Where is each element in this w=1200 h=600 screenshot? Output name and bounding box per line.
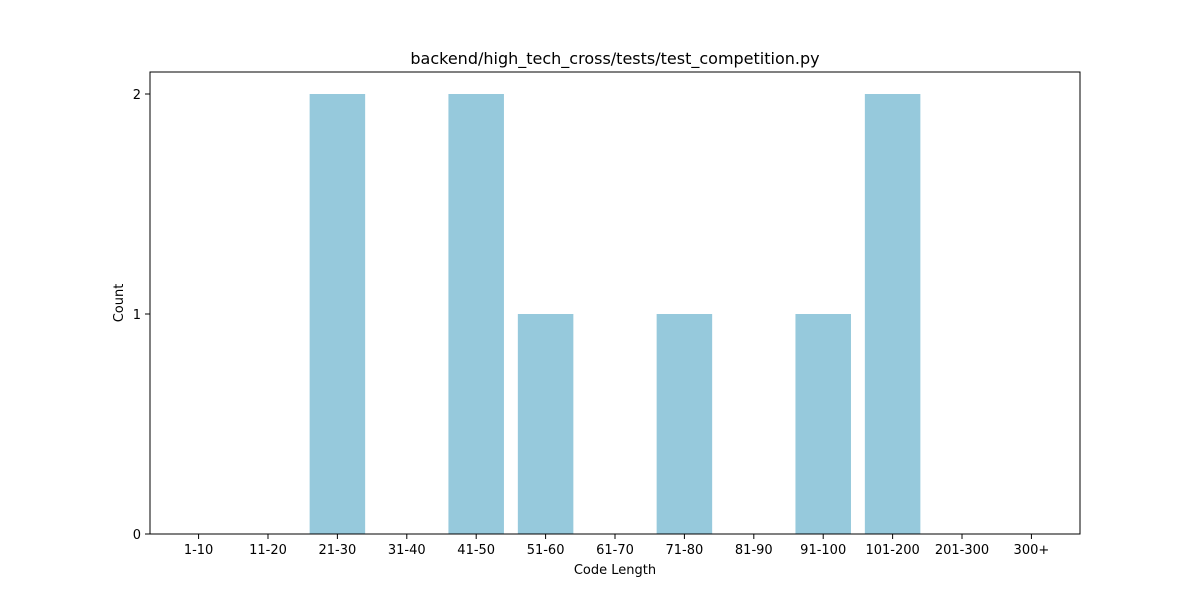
bar-41-50 bbox=[448, 94, 504, 534]
x-tick-label: 300+ bbox=[1014, 543, 1050, 558]
bar-21-30 bbox=[309, 94, 366, 534]
chart-title: backend/high_tech_cross/tests/test_compe… bbox=[410, 49, 819, 69]
bar-91-100 bbox=[795, 314, 851, 534]
y-tick-label: 2 bbox=[133, 88, 141, 103]
bar-51-60 bbox=[517, 314, 574, 534]
bars-layer bbox=[309, 94, 921, 534]
bar-71-80 bbox=[656, 314, 713, 534]
x-tick-label: 11-20 bbox=[249, 543, 287, 558]
x-tick-label: 61-70 bbox=[596, 543, 634, 558]
y-tick-label: 0 bbox=[133, 528, 141, 543]
bar-101-200 bbox=[864, 94, 921, 534]
x-tick-label: 91-100 bbox=[800, 543, 846, 558]
x-tick-label: 51-60 bbox=[527, 543, 565, 558]
x-tick-label: 41-50 bbox=[457, 543, 495, 558]
x-axis: 1-10 11-20 21-30 31-40 41-50 51-60 61-70 71-80 8… bbox=[184, 534, 1049, 558]
plot-frame bbox=[149, 71, 1081, 535]
y-axis: 0 1 2 bbox=[133, 88, 150, 543]
x-tick-label: 1-10 bbox=[184, 543, 214, 558]
x-tick-label: 81-90 bbox=[735, 543, 773, 558]
x-tick-label: 31-40 bbox=[388, 543, 426, 558]
x-tick-label: 101-200 bbox=[865, 543, 919, 558]
y-tick-label: 1 bbox=[133, 308, 141, 323]
x-tick-label: 21-30 bbox=[318, 543, 356, 558]
y-axis-label: Count bbox=[112, 284, 127, 323]
x-axis-label: Code Length bbox=[574, 563, 656, 578]
x-tick-label: 71-80 bbox=[666, 543, 704, 558]
x-tick-label: 201-300 bbox=[935, 543, 989, 558]
